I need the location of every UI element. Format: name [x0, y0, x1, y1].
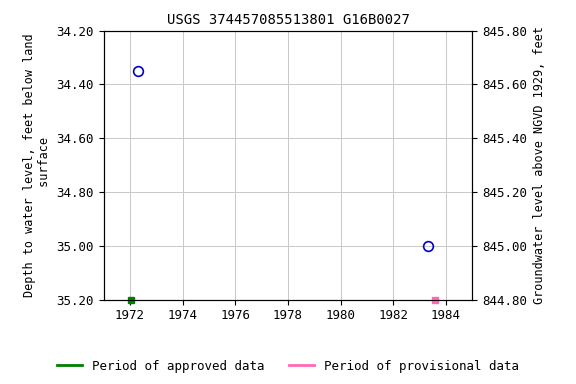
Legend: Period of approved data, Period of provisional data: Period of approved data, Period of provi… [52, 355, 524, 378]
Y-axis label: Groundwater level above NGVD 1929, feet: Groundwater level above NGVD 1929, feet [533, 26, 545, 304]
Y-axis label: Depth to water level, feet below land
 surface: Depth to water level, feet below land su… [23, 33, 51, 297]
Title: USGS 374457085513801 G16B0027: USGS 374457085513801 G16B0027 [166, 13, 410, 27]
